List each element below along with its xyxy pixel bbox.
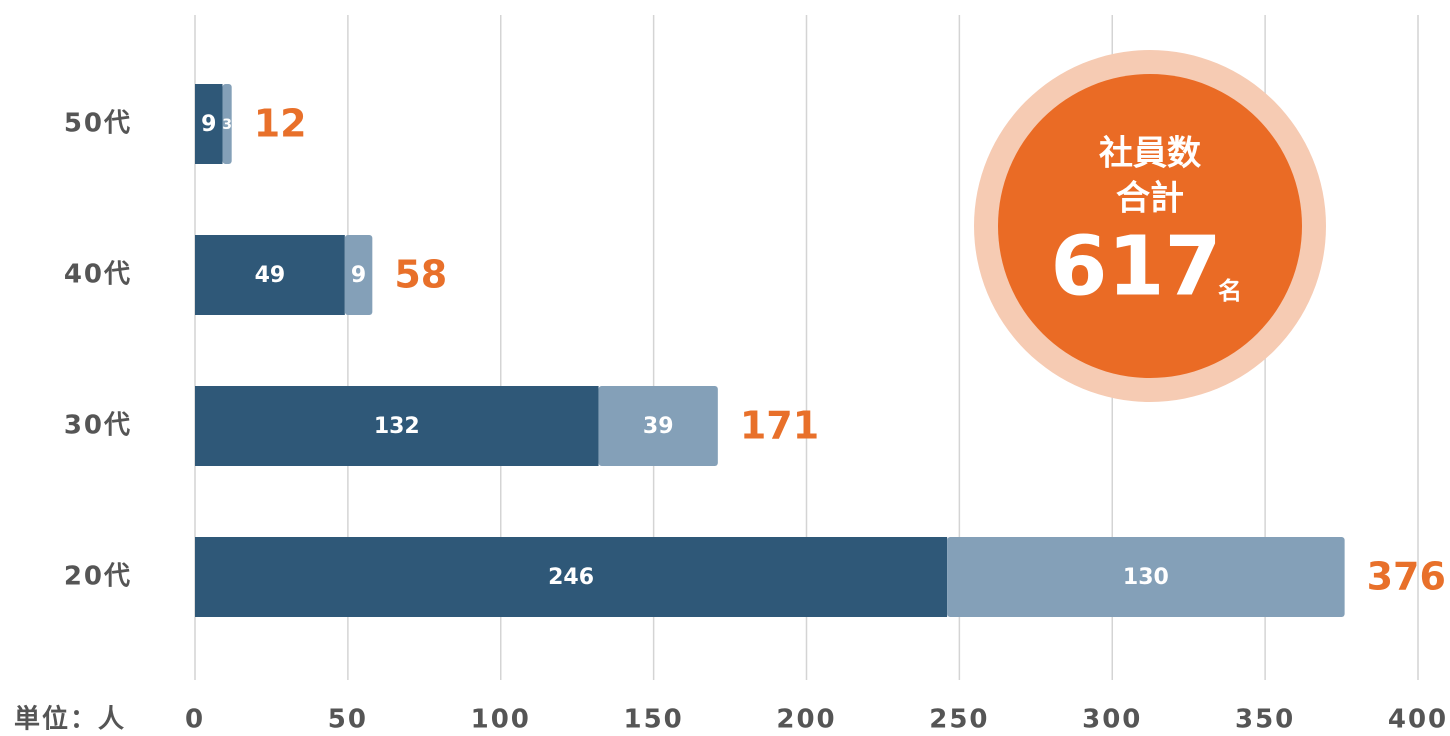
bar-value-label: 39 <box>643 414 674 439</box>
bar-segment <box>195 537 948 617</box>
x-tick-label: 400 <box>1388 705 1448 735</box>
bar-value-label: 49 <box>255 263 286 288</box>
x-tick-label: 0 <box>185 705 205 735</box>
bar-segment <box>947 537 1345 617</box>
bar-value-label: 3 <box>222 117 232 133</box>
y-tick-label: 50代 <box>64 109 132 139</box>
x-tick-label: 100 <box>471 705 531 735</box>
unit-label: 単位：人 <box>14 704 126 735</box>
total-label: 376 <box>1367 555 1446 599</box>
bar-value-label: 130 <box>1123 565 1169 590</box>
bar-value-label: 9 <box>201 112 216 137</box>
badge-value: 617 <box>1050 219 1221 314</box>
bar-segment <box>195 84 223 164</box>
total-label: 171 <box>740 404 819 448</box>
x-tick-label: 150 <box>623 705 683 735</box>
bar-segment <box>344 235 373 315</box>
x-tick-label: 350 <box>1235 705 1295 735</box>
bar-segment <box>598 386 718 466</box>
y-tick-label: 20代 <box>64 562 132 592</box>
x-tick-label: 50 <box>328 705 368 735</box>
bar-segment <box>222 84 232 164</box>
bar-value-label: 246 <box>548 565 594 590</box>
bar-segment <box>195 235 345 315</box>
badge-line2: 合計 <box>1116 179 1184 219</box>
badge-inner <box>998 74 1302 378</box>
x-tick-label: 250 <box>929 705 989 735</box>
badge-suffix: 名 <box>1218 277 1242 305</box>
y-tick-label: 30代 <box>64 411 132 441</box>
bar-segment <box>195 386 599 466</box>
x-tick-label: 200 <box>776 705 836 735</box>
badge-line1: 社員数 <box>1099 134 1201 174</box>
total-label: 12 <box>254 102 307 146</box>
total-label: 58 <box>394 253 447 297</box>
bar-value-label: 9 <box>351 263 366 288</box>
bar-value-label: 132 <box>374 414 420 439</box>
y-tick-label: 40代 <box>64 260 132 290</box>
x-tick-label: 300 <box>1082 705 1142 735</box>
